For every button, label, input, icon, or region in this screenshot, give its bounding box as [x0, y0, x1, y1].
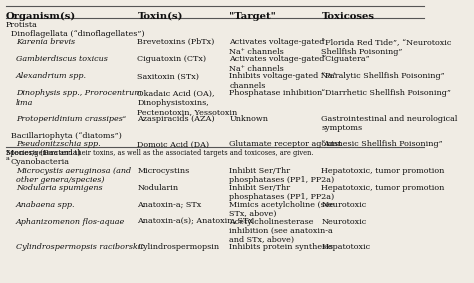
Text: Microcystis aeruginosa (and
other genera/species): Microcystis aeruginosa (and other genera… — [16, 167, 131, 184]
Text: Toxin(s): Toxin(s) — [137, 12, 183, 21]
Text: “Florida Red Tide”, “Neurotoxic
Shellfish Poisoning”: “Florida Red Tide”, “Neurotoxic Shellfis… — [321, 38, 452, 55]
Text: Saxitoxin (STx): Saxitoxin (STx) — [137, 72, 200, 80]
Text: “Amnesic Shellfish Poisoning”: “Amnesic Shellfish Poisoning” — [321, 140, 443, 149]
Text: Bacillariophyta (“diatoms”): Bacillariophyta (“diatoms”) — [11, 132, 121, 140]
Text: Alexandrium spp.: Alexandrium spp. — [16, 72, 87, 80]
Text: Anabaena spp.: Anabaena spp. — [16, 201, 75, 209]
Text: Hepatotoxic, tumor promotion: Hepatotoxic, tumor promotion — [321, 167, 445, 175]
Text: Cyanobacteria: Cyanobacteria — [11, 158, 70, 166]
Text: Species/genera and their toxins, as well as the associated targets and toxicoses: Species/genera and their toxins, as well… — [6, 149, 313, 157]
Text: Neurotoxic: Neurotoxic — [321, 218, 366, 226]
Text: Cylindrospermopsin: Cylindrospermopsin — [137, 243, 219, 251]
Text: Mimics acetylcholine (see
STx, above): Mimics acetylcholine (see STx, above) — [229, 201, 335, 218]
Text: “Ciguatera”: “Ciguatera” — [321, 55, 370, 63]
Text: a: a — [6, 156, 9, 161]
Text: Inhibits voltage-gated Na⁺
channels: Inhibits voltage-gated Na⁺ channels — [229, 72, 337, 89]
Text: Gambierdiscus toxicus: Gambierdiscus toxicus — [16, 55, 108, 63]
Text: Phosphatase inhibition: Phosphatase inhibition — [229, 89, 323, 97]
Text: Organism(s): Organism(s) — [6, 12, 76, 21]
Text: Protoperidinium crassipesᵃ: Protoperidinium crassipesᵃ — [16, 115, 126, 123]
Text: Anatoxin-a; STx: Anatoxin-a; STx — [137, 201, 201, 209]
Text: Azaspiracids (AZA): Azaspiracids (AZA) — [137, 115, 215, 123]
Text: "Target": "Target" — [229, 12, 276, 21]
Text: Aphanizomenon flos-aquae: Aphanizomenon flos-aquae — [16, 218, 125, 226]
Text: Protista: Protista — [6, 21, 37, 29]
Text: Okadaic Acid (OA),
Dinophysistoxins,
Pectenotoxin, Yessotoxin: Okadaic Acid (OA), Dinophysistoxins, Pec… — [137, 89, 237, 116]
Text: Nodularin: Nodularin — [137, 184, 179, 192]
Text: Hepatotoxic, tumor promotion: Hepatotoxic, tumor promotion — [321, 184, 445, 192]
Text: Monera (Bacteria): Monera (Bacteria) — [6, 149, 81, 157]
Text: Dinoflagellata (“dinoflagellates”): Dinoflagellata (“dinoflagellates”) — [11, 29, 144, 38]
Text: Activates voltage-gated
Na⁺ channels: Activates voltage-gated Na⁺ channels — [229, 38, 325, 55]
Text: Microcystins: Microcystins — [137, 167, 190, 175]
Text: Unknown: Unknown — [229, 115, 268, 123]
Text: “Paralytic Shellfish Poisoning”: “Paralytic Shellfish Poisoning” — [321, 72, 445, 80]
Text: Pseudonitzschia spp.: Pseudonitzschia spp. — [16, 140, 100, 149]
Text: Ciguatoxin (CTx): Ciguatoxin (CTx) — [137, 55, 207, 63]
Text: Glutamate receptor agonist: Glutamate receptor agonist — [229, 140, 342, 149]
Text: Hepatotoxic: Hepatotoxic — [321, 243, 371, 251]
Text: Brevetoxins (PbTx): Brevetoxins (PbTx) — [137, 38, 215, 46]
Text: “Diarrhetic Shellfish Poisoning”: “Diarrhetic Shellfish Poisoning” — [321, 89, 451, 97]
Text: Cylindrospermopsis raciborskii: Cylindrospermopsis raciborskii — [16, 243, 143, 251]
Text: Toxicoses: Toxicoses — [321, 12, 374, 21]
Text: Anatoxin-a(s); Anatoxin, STx: Anatoxin-a(s); Anatoxin, STx — [137, 218, 253, 226]
Text: Dinophysis spp., Prorocentrum
lima: Dinophysis spp., Prorocentrum lima — [16, 89, 142, 107]
Text: Activates voltage-gated
Na⁺ channels: Activates voltage-gated Na⁺ channels — [229, 55, 325, 72]
Text: Inhibits protein synthesis: Inhibits protein synthesis — [229, 243, 333, 251]
Text: Domoic Acid (DA): Domoic Acid (DA) — [137, 140, 210, 149]
Text: Gastrointestinal and neurological
symptoms: Gastrointestinal and neurological sympto… — [321, 115, 458, 132]
Text: Inhibit Ser/Thr
phosphatases (PP1, PP2a): Inhibit Ser/Thr phosphatases (PP1, PP2a) — [229, 167, 335, 184]
Text: Neurotoxic: Neurotoxic — [321, 201, 366, 209]
Text: Acetylcholinesterase
inhibition (see anatoxin-a
and STx, above): Acetylcholinesterase inhibition (see ana… — [229, 218, 333, 244]
Text: Inhibit Ser/Thr
phosphatases (PP1, PP2a): Inhibit Ser/Thr phosphatases (PP1, PP2a) — [229, 184, 335, 201]
Text: Nodularia spumigens: Nodularia spumigens — [16, 184, 102, 192]
Text: Karenia brevis: Karenia brevis — [16, 38, 75, 46]
